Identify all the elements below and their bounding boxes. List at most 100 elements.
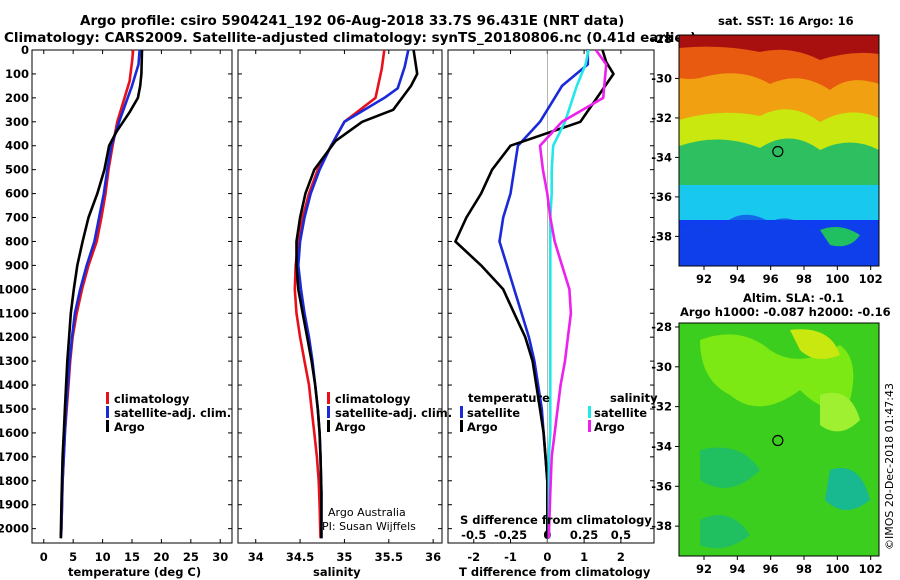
legend-swatch-climatology bbox=[327, 392, 330, 404]
salinity-x-tick-label: 34 bbox=[248, 550, 264, 564]
sla-map-lon-tick-label: 98 bbox=[796, 562, 812, 576]
legend-label-argo: Argo bbox=[335, 420, 366, 434]
legend-swatch-t-argo bbox=[460, 420, 463, 432]
sla-map-lat-tick-label: -32 bbox=[651, 400, 672, 414]
sla-map-lat-tick-label: -28 bbox=[651, 320, 672, 334]
sla-map-argo-marker bbox=[772, 434, 784, 447]
depth-tick-label: 300 bbox=[5, 115, 29, 129]
depth-tick-label: 2000 bbox=[0, 522, 29, 536]
depth-tick-label: 100 bbox=[5, 67, 29, 81]
sst-map-lat-tick-label: -36 bbox=[651, 190, 672, 204]
temperature-x-tick-label: 0 bbox=[40, 550, 48, 564]
sst-map-lon-tick-label: 96 bbox=[763, 272, 779, 286]
salinity-legend: climatology satellite-adj. clim. Argo bbox=[327, 392, 452, 434]
series-line-climatology bbox=[293, 50, 386, 539]
credit-pi: PI: Susan Wijffels bbox=[322, 520, 416, 533]
difference-x-tick-label: -1 bbox=[504, 550, 517, 564]
series-line-argo bbox=[295, 50, 419, 539]
sst-map-title: sat. SST: 16 Argo: 16 bbox=[718, 14, 854, 28]
depth-tick-label: 1800 bbox=[0, 474, 29, 488]
sla-map bbox=[679, 323, 879, 556]
depth-tick-label: 1000 bbox=[0, 282, 29, 296]
sst-map-lat-tick-label: -28 bbox=[651, 32, 672, 46]
depth-tick-label: 1300 bbox=[0, 354, 29, 368]
sst-map-argo-marker bbox=[772, 145, 784, 158]
s-difference-tick-label: 0.5 bbox=[611, 528, 631, 542]
legend-label-satellite: satellite-adj. clim. bbox=[335, 406, 452, 420]
legend-label-argo: Argo bbox=[114, 420, 145, 434]
temperature-x-tick-label: 25 bbox=[183, 550, 199, 564]
legend-label-s-satellite: satellite bbox=[594, 406, 647, 420]
credit-argo-australia: Argo Australia bbox=[328, 506, 406, 519]
depth-tick-label: 400 bbox=[5, 139, 29, 153]
depth-tick-label: 800 bbox=[5, 234, 29, 248]
sst-map-lon-tick-label: 92 bbox=[696, 272, 712, 286]
difference-x-tick-label: -2 bbox=[467, 550, 480, 564]
legend-label-satellite: satellite-adj. clim. bbox=[114, 406, 231, 420]
legend-swatch-s-argo bbox=[588, 420, 591, 432]
series-line-satellite-adj-clim- bbox=[296, 50, 410, 539]
legend-swatch-satellite bbox=[327, 406, 330, 418]
legend-label-t-satellite: satellite bbox=[467, 406, 520, 420]
sst-map bbox=[679, 35, 879, 266]
s-difference-tick-label: 0.25 bbox=[570, 528, 598, 542]
copyright-note: ©IMOS 20-Dec-2018 01:47:43 bbox=[883, 383, 896, 550]
sst-map-lat-tick-label: -34 bbox=[651, 150, 672, 164]
sst-map-lon-tick-label: 94 bbox=[729, 272, 745, 286]
temperature-x-tick-label: 15 bbox=[124, 550, 140, 564]
legend-label-t-argo: Argo bbox=[467, 420, 498, 434]
depth-tick-label: 500 bbox=[5, 163, 29, 177]
sla-map-lat-tick-label: -34 bbox=[651, 439, 672, 453]
difference-x-tick-label: 1 bbox=[580, 550, 588, 564]
depth-tick-label: 200 bbox=[5, 91, 29, 105]
salinity-series-group bbox=[293, 50, 419, 539]
difference-x-tick-label: 2 bbox=[617, 550, 625, 564]
legend-swatch-argo bbox=[106, 420, 109, 432]
salinity-x-tick-label: 35.5 bbox=[375, 550, 403, 564]
series-line-temperature-argo bbox=[454, 50, 615, 539]
legend-label-s-argo: Argo bbox=[594, 420, 625, 434]
sst-map-lon-tick-label: 98 bbox=[796, 272, 812, 286]
sla-map-lon-tick-label: 96 bbox=[763, 562, 779, 576]
depth-tick-label: 700 bbox=[5, 211, 29, 225]
sla-map-frame bbox=[678, 322, 880, 557]
legend-swatch-satellite bbox=[106, 406, 109, 418]
temperature-series-group bbox=[59, 50, 144, 539]
depth-tick-label: 900 bbox=[5, 258, 29, 272]
salinity-panel-frame bbox=[237, 49, 443, 544]
depth-tick-label: 1200 bbox=[0, 330, 29, 344]
salinity-x-tick-label: 36 bbox=[425, 550, 441, 564]
t-difference-axis-label: T difference from climatology bbox=[459, 565, 651, 579]
depth-tick-label: 600 bbox=[5, 187, 29, 201]
legend-swatch-t-satellite bbox=[460, 406, 463, 418]
sst-map-lon-tick-label: 102 bbox=[859, 272, 883, 286]
title-line1: Argo profile: csiro 5904241_192 06-Aug-2… bbox=[80, 13, 624, 29]
sst-map-lat-tick-label: -38 bbox=[651, 229, 672, 243]
depth-tick-label: 0 bbox=[21, 43, 29, 57]
s-difference-tick-label: -0.5 bbox=[461, 528, 486, 542]
sla-map-lat-tick-label: -36 bbox=[651, 479, 672, 493]
series-line-salinity-argo bbox=[538, 50, 608, 539]
legend-title-salinity: salinity bbox=[610, 391, 658, 405]
temperature-x-tick-label: 5 bbox=[69, 550, 77, 564]
salinity-axis-label: salinity bbox=[313, 565, 361, 579]
legend-label-climatology: climatology bbox=[114, 392, 190, 406]
sla-map-lat-tick-label: -38 bbox=[651, 519, 672, 533]
sla-map-lon-tick-label: 100 bbox=[825, 562, 849, 576]
salinity-x-tick-label: 35 bbox=[336, 550, 352, 564]
temperature-legend: climatology satellite-adj. clim. Argo bbox=[106, 392, 231, 434]
sla-map-lon-tick-label: 102 bbox=[859, 562, 883, 576]
s-difference-axis-label: S difference from climatology bbox=[460, 513, 652, 527]
series-line-salinity-satellite bbox=[547, 50, 590, 539]
depth-tick-label: 1500 bbox=[0, 402, 29, 416]
difference-panel-frame bbox=[447, 49, 655, 544]
legend-label-climatology: climatology bbox=[335, 392, 411, 406]
legend-swatch-climatology bbox=[106, 392, 109, 404]
sla-map-lon-tick-label: 92 bbox=[696, 562, 712, 576]
sla-map-lat-tick-label: -30 bbox=[651, 360, 672, 374]
temperature-x-tick-label: 20 bbox=[153, 550, 169, 564]
series-line-argo bbox=[59, 50, 144, 539]
difference-legend: temperature salinity satellite Argo sate… bbox=[460, 391, 658, 434]
depth-tick-label: 1900 bbox=[0, 498, 29, 512]
